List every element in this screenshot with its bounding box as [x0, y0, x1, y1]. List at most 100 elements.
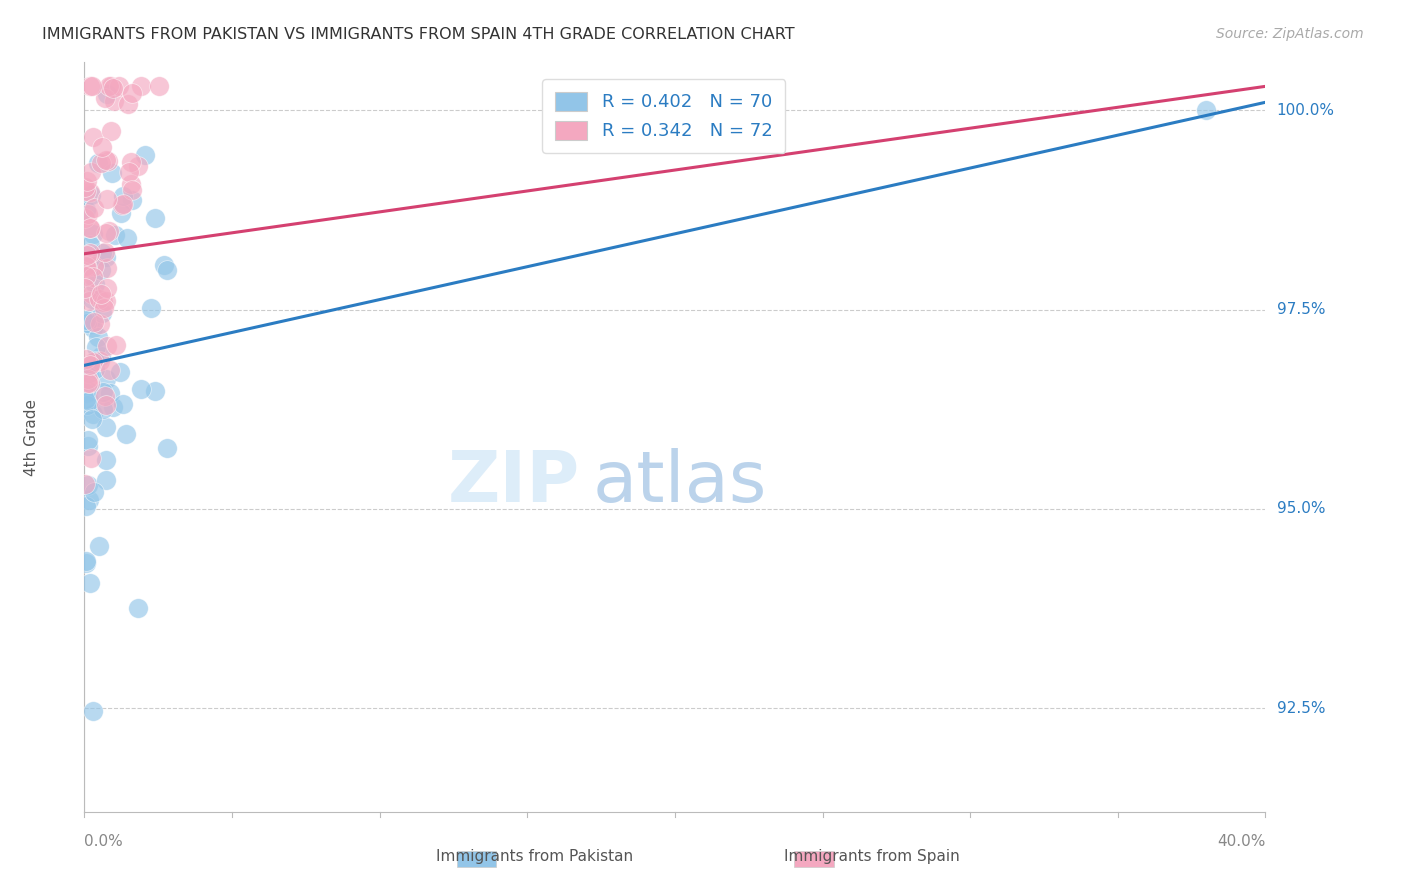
- Point: [108, 365, 131, 379]
- Point: [96, 452, 118, 467]
- Point: [90, 287, 112, 301]
- Text: Immigrants from Pakistan: Immigrants from Pakistan: [436, 849, 633, 863]
- Point: [79, 79, 101, 94]
- Text: 0.0%: 0.0%: [84, 834, 124, 849]
- Point: [75, 556, 97, 570]
- Point: [83, 484, 105, 499]
- Point: [112, 189, 135, 203]
- Text: atlas: atlas: [592, 448, 766, 516]
- Point: [100, 79, 122, 94]
- Point: [79, 317, 101, 331]
- Point: [90, 156, 112, 170]
- Point: [91, 384, 114, 399]
- Point: [90, 140, 112, 154]
- Point: [79, 245, 101, 260]
- Point: [91, 294, 114, 309]
- Point: [104, 227, 127, 242]
- Point: [103, 94, 125, 108]
- Point: [94, 398, 117, 412]
- Point: [75, 499, 97, 513]
- Text: 97.5%: 97.5%: [1277, 302, 1324, 317]
- Point: [83, 201, 105, 215]
- Text: 95.0%: 95.0%: [1277, 501, 1324, 516]
- Point: [79, 359, 101, 373]
- Point: [75, 184, 97, 198]
- Point: [91, 402, 114, 417]
- Point: [96, 87, 118, 102]
- Text: 40.0%: 40.0%: [1218, 834, 1265, 849]
- Point: [75, 554, 97, 568]
- Point: [94, 153, 117, 167]
- Point: [73, 477, 96, 491]
- Point: [96, 339, 118, 353]
- Point: [97, 154, 120, 169]
- Point: [94, 250, 117, 264]
- Point: [94, 91, 117, 105]
- Point: [77, 439, 100, 453]
- Point: [89, 292, 111, 306]
- Point: [153, 258, 176, 272]
- Point: [134, 148, 156, 162]
- Point: [94, 473, 117, 487]
- Point: [75, 269, 97, 284]
- Point: [101, 80, 124, 95]
- Point: [115, 427, 138, 442]
- Point: [76, 248, 98, 262]
- Point: [79, 221, 101, 235]
- Point: [112, 196, 135, 211]
- Point: [143, 384, 166, 398]
- Point: [82, 130, 104, 145]
- Point: [90, 349, 112, 363]
- Point: [94, 419, 117, 434]
- Point: [94, 389, 117, 403]
- Point: [84, 362, 107, 376]
- Point: [100, 167, 122, 181]
- Point: [96, 281, 118, 295]
- Point: [97, 224, 120, 238]
- Point: [84, 340, 107, 354]
- Point: [75, 313, 97, 327]
- Point: [156, 441, 179, 455]
- Point: [79, 237, 101, 252]
- Point: [73, 180, 96, 194]
- Point: [82, 270, 104, 285]
- Point: [104, 337, 127, 351]
- Point: [96, 261, 118, 276]
- Point: [111, 397, 134, 411]
- Point: [79, 576, 101, 591]
- Point: [80, 450, 103, 465]
- Point: [148, 79, 170, 94]
- Point: [118, 165, 141, 179]
- Point: [75, 385, 97, 400]
- Point: [82, 227, 104, 241]
- Point: [84, 277, 107, 292]
- Point: [75, 352, 97, 367]
- Point: [77, 293, 100, 308]
- Point: [129, 382, 152, 396]
- Point: [89, 354, 111, 368]
- Point: [83, 353, 105, 368]
- Point: [117, 96, 139, 111]
- Point: [77, 394, 100, 409]
- Point: [103, 400, 125, 414]
- Point: [120, 155, 142, 169]
- Point: [108, 79, 131, 94]
- Point: [77, 367, 100, 381]
- Point: [77, 433, 100, 447]
- Point: [73, 281, 96, 295]
- Point: [82, 310, 104, 325]
- Point: [82, 79, 104, 94]
- Point: [121, 194, 143, 208]
- Point: [96, 226, 118, 240]
- Point: [77, 207, 100, 221]
- Point: [82, 286, 104, 301]
- Point: [77, 492, 100, 507]
- Legend: R = 0.402   N = 70, R = 0.342   N = 72: R = 0.402 N = 70, R = 0.342 N = 72: [543, 79, 785, 153]
- Point: [87, 156, 110, 170]
- Point: [79, 186, 101, 200]
- Point: [110, 206, 132, 220]
- Point: [83, 315, 105, 329]
- Point: [77, 478, 100, 492]
- Point: [94, 372, 117, 386]
- Point: [89, 318, 111, 332]
